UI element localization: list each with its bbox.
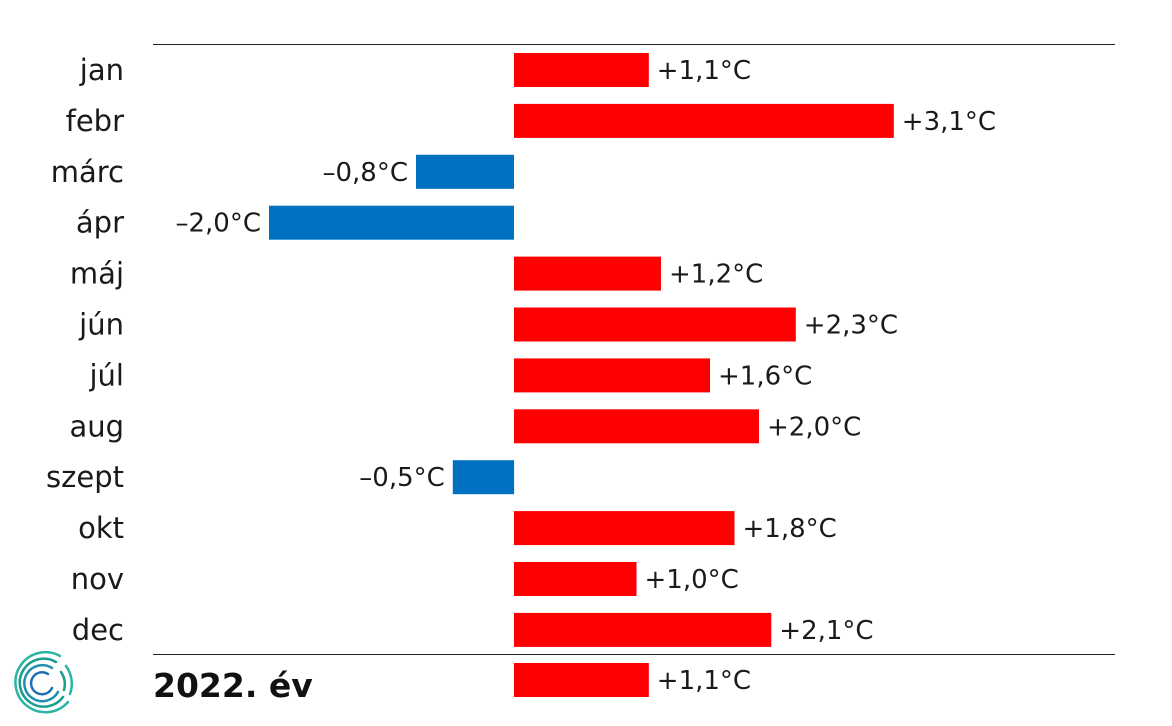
category-label-jan: jan — [79, 53, 124, 87]
value-labels-group: +1,1°C +3,1°C –0,8°C –2,0°C +1,2°C +2,3°C +1,6… — [175, 56, 996, 696]
value-label-jún: +2,3°C — [804, 311, 898, 341]
category-label-máj: máj — [70, 257, 124, 291]
bar-okt — [514, 511, 735, 546]
value-label-júl: +1,6°C — [718, 361, 812, 391]
bar-nov — [514, 562, 637, 596]
summary-label: 2022. év — [153, 666, 313, 705]
bar-márc — [416, 154, 514, 189]
bar-aug — [514, 409, 759, 444]
value-label-márc: –0,8°C — [322, 158, 408, 188]
bar-máj — [514, 256, 661, 291]
bar-summary — [514, 663, 649, 697]
value-label-dec: +2,1°C — [779, 616, 873, 646]
category-label-dec: dec — [72, 613, 124, 647]
value-label-jan: +1,1°C — [657, 56, 751, 86]
bar-júl — [514, 358, 710, 393]
value-label-okt: +1,8°C — [743, 514, 837, 544]
value-label-szept: –0,5°C — [359, 463, 445, 493]
category-label-aug: aug — [69, 409, 124, 443]
value-label-summary: +1,1°C — [657, 666, 751, 696]
bar-szept — [452, 460, 515, 495]
bar-dec — [514, 612, 772, 647]
value-label-nov: +1,0°C — [645, 565, 739, 595]
value-label-ápr: –2,0°C — [175, 209, 261, 239]
bars-group — [269, 53, 894, 697]
bar-ápr — [269, 205, 514, 240]
ksh-logo-icon — [14, 651, 73, 714]
category-label-szept: szept — [46, 460, 124, 494]
category-labels-group: jan febr márc ápr máj jún júl aug szept okt nov dec — [46, 53, 124, 647]
value-label-febr: +3,1°C — [902, 107, 996, 137]
category-label-nov: nov — [71, 562, 124, 596]
category-label-febr: febr — [66, 104, 124, 138]
value-label-aug: +2,0°C — [767, 412, 861, 442]
bar-jan — [514, 53, 649, 87]
category-label-márc: márc — [51, 155, 124, 189]
bar-jún — [514, 307, 796, 342]
bar-febr — [514, 103, 894, 138]
category-label-ápr: ápr — [76, 206, 124, 240]
category-label-júl: júl — [89, 358, 125, 392]
category-label-jún: jún — [78, 308, 124, 342]
value-label-máj: +1,2°C — [669, 260, 763, 290]
category-label-okt: okt — [78, 511, 124, 545]
